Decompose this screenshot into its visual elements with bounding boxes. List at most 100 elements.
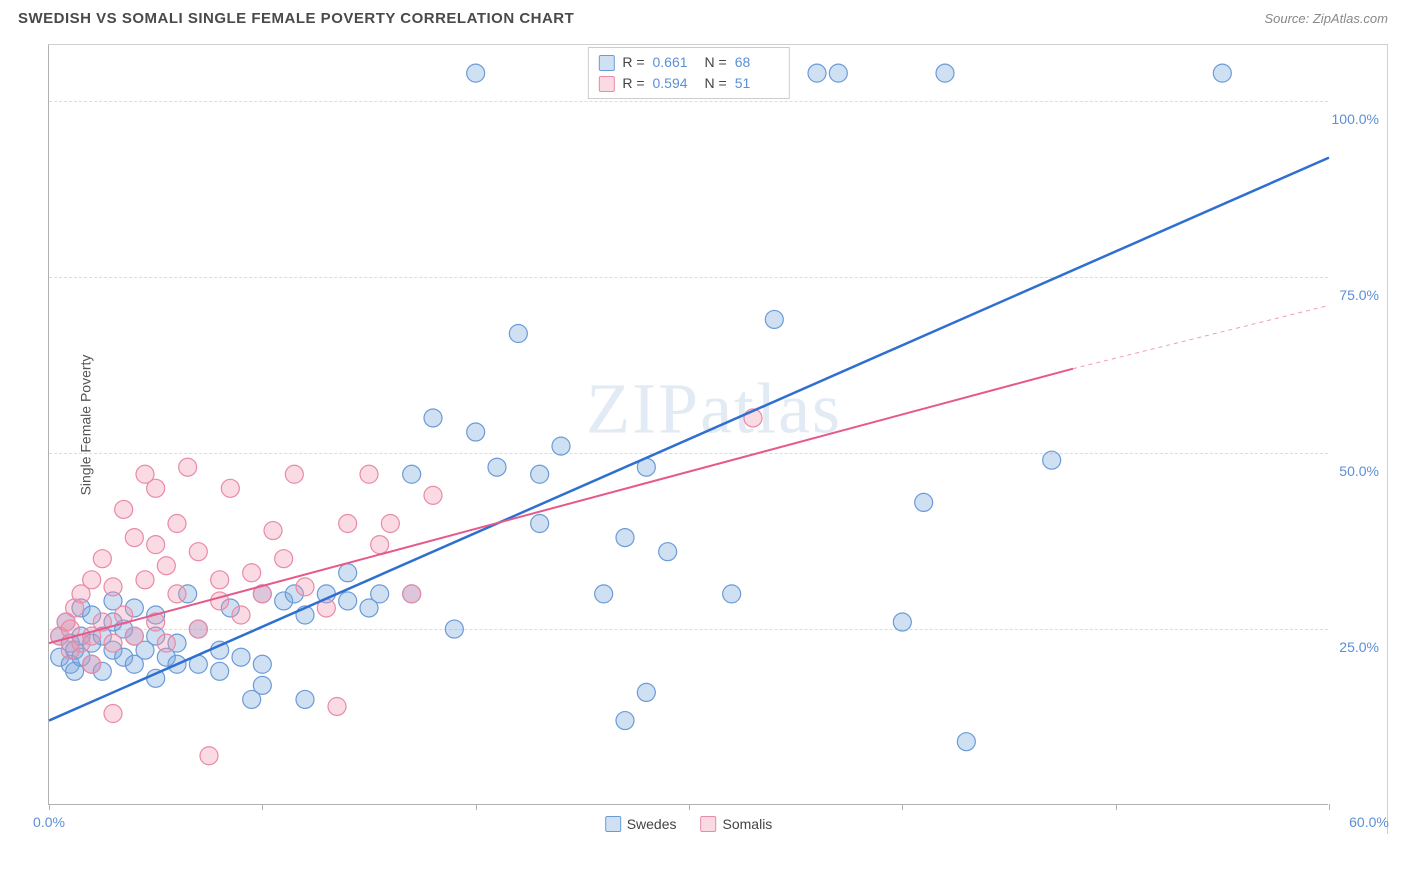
data-point [829, 64, 847, 82]
data-point [424, 486, 442, 504]
stat-n-label: N = [705, 73, 727, 94]
y-tick-label: 25.0% [1339, 639, 1379, 655]
x-tick [1329, 804, 1330, 810]
data-point [211, 662, 229, 680]
data-point [189, 620, 207, 638]
data-point [296, 690, 314, 708]
x-tick-label: 60.0% [1349, 814, 1389, 830]
legend-item: Somalis [701, 816, 773, 832]
stat-r-value: 0.661 [653, 52, 697, 73]
data-point [723, 585, 741, 603]
chart-container: Single Female Poverty 0.0%60.0% ZIPatlas… [48, 44, 1388, 834]
data-point [616, 712, 634, 730]
data-point [659, 543, 677, 561]
y-tick-label: 50.0% [1339, 463, 1379, 479]
data-point [168, 515, 186, 533]
data-point [1213, 64, 1231, 82]
data-point [403, 465, 421, 483]
data-point [189, 543, 207, 561]
data-point [467, 423, 485, 441]
data-point [200, 747, 218, 765]
data-point [104, 578, 122, 596]
stat-r-label: R = [622, 73, 644, 94]
stats-row: R = 0.661 N = 68 [598, 52, 778, 73]
data-point [403, 585, 421, 603]
data-point [360, 465, 378, 483]
data-point [93, 550, 111, 568]
data-point [531, 515, 549, 533]
data-point [125, 529, 143, 547]
data-point [179, 458, 197, 476]
data-point [765, 310, 783, 328]
legend-swatch [701, 816, 717, 832]
data-point [168, 585, 186, 603]
data-point [115, 500, 133, 518]
y-tick-label: 75.0% [1339, 287, 1379, 303]
legend-swatch [598, 55, 614, 71]
regression-line [49, 158, 1329, 721]
data-point [253, 676, 271, 694]
chart-title: SWEDISH VS SOMALI SINGLE FEMALE POVERTY … [18, 10, 574, 27]
data-point [147, 536, 165, 554]
data-point [552, 437, 570, 455]
data-point [211, 592, 229, 610]
data-point [232, 648, 250, 666]
y-tick-label: 100.0% [1332, 111, 1379, 127]
data-point [328, 697, 346, 715]
data-point [616, 529, 634, 547]
stat-r-label: R = [622, 52, 644, 73]
stat-n-value: 51 [735, 73, 779, 94]
data-point [381, 515, 399, 533]
data-point [488, 458, 506, 476]
legend-swatch [605, 816, 621, 832]
data-point [83, 571, 101, 589]
data-point [253, 655, 271, 673]
data-point [637, 683, 655, 701]
data-point [915, 493, 933, 511]
x-tick-label: 0.0% [33, 814, 65, 830]
data-point [125, 627, 143, 645]
data-point [339, 564, 357, 582]
stat-n-value: 68 [735, 52, 779, 73]
legend-label: Somalis [723, 816, 773, 832]
stat-r-value: 0.594 [653, 73, 697, 94]
chart-header: SWEDISH VS SOMALI SINGLE FEMALE POVERTY … [0, 0, 1406, 33]
stats-box: R = 0.661 N = 68 R = 0.594 N = 51 [587, 47, 789, 99]
data-point [264, 522, 282, 540]
data-point [467, 64, 485, 82]
stats-row: R = 0.594 N = 51 [598, 73, 778, 94]
data-point [104, 634, 122, 652]
data-point [104, 705, 122, 723]
data-point [339, 592, 357, 610]
data-point [285, 465, 303, 483]
data-point [232, 606, 250, 624]
data-point [157, 634, 175, 652]
data-point [339, 515, 357, 533]
regression-line-dashed [1073, 305, 1329, 368]
data-point [808, 64, 826, 82]
legend-label: Swedes [627, 816, 677, 832]
data-point [136, 571, 154, 589]
data-point [147, 479, 165, 497]
legend-swatch [598, 76, 614, 92]
data-point [296, 578, 314, 596]
data-point [509, 325, 527, 343]
data-point [83, 655, 101, 673]
data-point [445, 620, 463, 638]
bottom-legend: Swedes Somalis [605, 816, 773, 832]
data-point [371, 585, 389, 603]
stat-n-label: N = [705, 52, 727, 73]
data-point [531, 465, 549, 483]
data-point [157, 557, 175, 575]
chart-source: Source: ZipAtlas.com [1264, 11, 1388, 26]
data-point [243, 564, 261, 582]
data-point [936, 64, 954, 82]
data-point [211, 571, 229, 589]
plot-area: Single Female Poverty 0.0%60.0% ZIPatlas… [48, 45, 1328, 805]
data-point [275, 550, 293, 568]
data-point [424, 409, 442, 427]
data-point [957, 733, 975, 751]
data-point [1043, 451, 1061, 469]
scatter-plot-svg [49, 45, 1329, 805]
data-point [893, 613, 911, 631]
